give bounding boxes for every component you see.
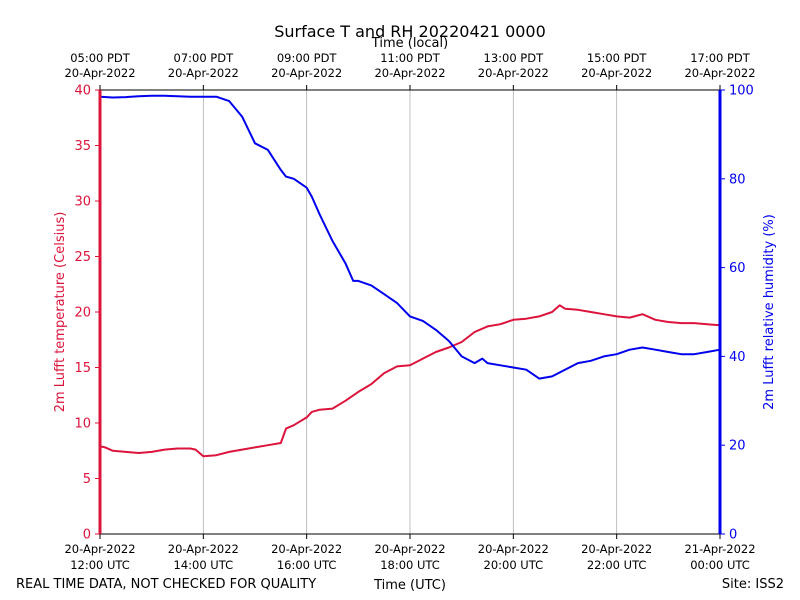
bottom-tick-date: 20-Apr-2022 [64, 542, 135, 556]
top-tick-time: 17:00 PDT [690, 51, 751, 65]
x-axis-label: Time (UTC) [373, 578, 446, 593]
bottom-tick-date: 20-Apr-2022 [168, 542, 239, 556]
left-axis-ticks: 0 5 10 15 20 25 30 35 40 [74, 84, 100, 543]
right-tick-label: 100 [729, 84, 754, 99]
left-tick-label: 25 [74, 250, 91, 265]
top-tick-time: 11:00 PDT [380, 51, 441, 65]
bottom-tick-date: 20-Apr-2022 [271, 542, 342, 556]
left-tick-label: 5 [83, 472, 91, 487]
top-tick-time: 09:00 PDT [277, 51, 338, 65]
right-tick-label: 40 [729, 350, 746, 365]
bottom-tick-time: 20:00 UTC [484, 558, 544, 572]
bottom-tick-date: 20-Apr-2022 [374, 542, 445, 556]
left-tick-label: 30 [74, 195, 91, 210]
left-axis-label: 2m Lufft temperature (Celsius) [53, 212, 68, 413]
chart-title: Surface T and RH 20220421 0000 [274, 22, 546, 41]
site-label: Site: ISS2 [722, 577, 784, 592]
bottom-tick-time: 00:00 UTC [690, 558, 750, 572]
right-axis-label: 2m Lufft relative humidity (%) [762, 214, 777, 410]
top-tick-time: 07:00 PDT [174, 51, 235, 65]
top-tick-date: 20-Apr-2022 [168, 66, 239, 80]
series-layer [99, 94, 721, 458]
top-tick-date: 20-Apr-2022 [374, 66, 445, 80]
bottom-axis-ticks: 20-Apr-2022 12:00 UTC 20-Apr-2022 14:00 UTC… [64, 534, 756, 572]
right-tick-label: 60 [729, 261, 746, 276]
left-tick-label: 15 [74, 361, 91, 376]
right-tick-label: 80 [729, 172, 746, 187]
left-tick-label: 40 [74, 84, 91, 99]
right-tick-label: 20 [729, 439, 746, 454]
bottom-tick-time: 12:00 UTC [70, 558, 130, 572]
top-tick-date: 20-Apr-2022 [271, 66, 342, 80]
grid-lines [202, 90, 618, 534]
top-tick-date: 20-Apr-2022 [64, 66, 135, 80]
top-tick-date: 20-Apr-2022 [581, 66, 652, 80]
top-tick-time: 15:00 PDT [587, 51, 648, 65]
bottom-tick-time: 18:00 UTC [380, 558, 440, 572]
left-tick-label: 10 [74, 417, 91, 432]
top-tick-date: 20-Apr-2022 [684, 66, 755, 80]
right-tick-label: 0 [729, 528, 737, 543]
top-tick-time: 05:00 PDT [70, 51, 131, 65]
top-axis-title: Time (local) [371, 36, 448, 51]
quality-disclaimer: REAL TIME DATA, NOT CHECKED FOR QUALITY [16, 577, 316, 592]
bottom-tick-time: 16:00 UTC [277, 558, 337, 572]
humidity-series-line [99, 94, 721, 380]
top-tick-time: 13:00 PDT [484, 51, 545, 65]
bottom-tick-time: 22:00 UTC [587, 558, 647, 572]
left-tick-label: 0 [83, 528, 91, 543]
top-tick-date: 20-Apr-2022 [478, 66, 549, 80]
bottom-tick-date: 20-Apr-2022 [478, 542, 549, 556]
right-axis-ticks: 0 20 40 60 80 100 [720, 84, 754, 543]
bottom-tick-date: 21-Apr-2022 [684, 542, 755, 556]
temperature-series-line [99, 304, 721, 458]
left-tick-label: 35 [74, 139, 91, 154]
left-tick-label: 20 [74, 306, 91, 321]
bottom-tick-date: 20-Apr-2022 [581, 542, 652, 556]
bottom-tick-time: 14:00 UTC [174, 558, 234, 572]
